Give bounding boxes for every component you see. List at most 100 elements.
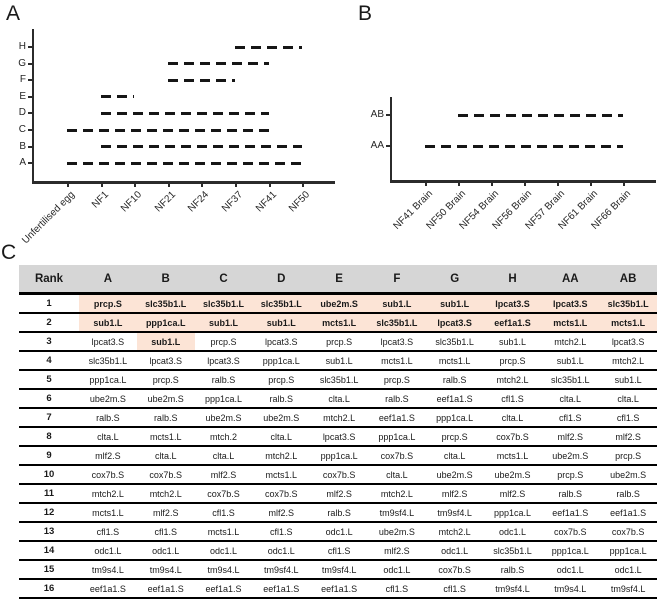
table-cell: cfl1.S (541, 408, 600, 428)
dash-segment (100, 111, 269, 115)
table-cell: mtch2.L (79, 484, 137, 504)
table-cell: tm9sf4.L (310, 560, 368, 580)
table-cell: slc35b1.L (425, 332, 484, 352)
table-row: 14 odc1.L odc1.L odc1.L odc1.L cfl1.S mlf2.S od… (19, 541, 657, 561)
axis-tick (557, 182, 559, 186)
table-cell: slc35b1.L (194, 293, 253, 314)
table-cell: sub1.L (252, 313, 311, 333)
table-cell: ube2m.S (483, 465, 542, 485)
table-cell: cfl1.S (79, 522, 137, 542)
table-row: 16 eef1a1.S eef1a1.S eef1a1.S eef1a1.S eef1a1… (19, 579, 657, 599)
axis-tick (28, 62, 32, 65)
table-cell: clta.L (310, 389, 368, 409)
axis-tick (28, 129, 32, 131)
dash-segment (167, 62, 269, 66)
y-axis (32, 29, 34, 183)
table-cell: mlf2.S (79, 446, 137, 466)
table-cell: ube2m.S (79, 389, 137, 409)
axis-tick (491, 182, 493, 186)
table-cell: mcts1.L (425, 351, 484, 371)
axis-tick (134, 183, 137, 187)
table-row: 1 prcp.S slc35b1.L slc35b1.L slc35b1.L ube2m.… (19, 293, 657, 314)
axis-tick (100, 183, 103, 187)
table-cell: eef1a1.S (194, 579, 253, 599)
table-cell: cox7b.S (425, 560, 484, 580)
table-row: 7 ralb.S ralb.S ube2m.S ube2m.S mtch2.L eef1a1… (19, 408, 657, 428)
table-cell: mlf2.S (367, 541, 426, 561)
table-row: 9 mlf2.S clta.L clta.L mtch2.L ppp1ca.L cox7b.… (19, 446, 657, 466)
table-cell: ube2m.S (425, 465, 484, 485)
table-cell: ppp1ca.L (194, 389, 253, 409)
dash-segment (167, 78, 235, 82)
y-axis-label: G (18, 57, 26, 69)
table-cell: slc35b1.L (483, 541, 542, 561)
rank-table-body: 1 prcp.S slc35b1.L slc35b1.L slc35b1.L ube2m.… (19, 293, 657, 599)
y-axis-label: H (18, 41, 26, 52)
table-cell: ube2m.S (136, 389, 195, 409)
rank-cell: 13 (19, 522, 79, 542)
table-cell: odc1.L (425, 541, 484, 561)
table-cell: mlf2.S (483, 484, 542, 504)
rank-cell: 2 (19, 313, 79, 333)
table-cell: ralb.S (79, 408, 137, 428)
table-cell: odc1.L (136, 541, 195, 561)
table-cell: ppp1ca.L (599, 541, 657, 561)
axis-tick (302, 183, 305, 187)
table-cell: eef1a1.S (252, 579, 311, 599)
table-cell: lpcat3.S (367, 332, 426, 352)
table-cell: odc1.L (599, 560, 657, 580)
y-axis-label: A (19, 157, 26, 169)
table-cell: cox7b.S (252, 484, 311, 504)
y-axis-label: AA (370, 140, 384, 151)
table-cell: tm9sf4.L (599, 579, 657, 599)
table-cell: ube2m.S (252, 408, 311, 428)
table-cell: cox7b.S (541, 522, 600, 542)
table-cell: mlf2.S (194, 465, 253, 485)
table-cell: lpcat3.S (599, 332, 657, 352)
dash-segment (100, 145, 303, 149)
rank-cell: 15 (19, 560, 79, 580)
column-header: G (425, 265, 484, 295)
table-cell: mlf2.S (541, 427, 600, 447)
table-cell: odc1.L (194, 541, 253, 561)
table-cell: mcts1.L (194, 522, 253, 542)
table-cell: cox7b.S (79, 465, 137, 485)
table-cell: tm9s4.L (79, 560, 137, 580)
column-header: C (194, 265, 253, 295)
table-row: 15 tm9s4.L tm9s4.L tm9s4.L tm9sf4.L tm9sf4.L o… (19, 560, 657, 580)
axis-tick (28, 162, 32, 165)
table-cell: tm9s4.L (136, 560, 195, 580)
table-cell: sub1.L (425, 293, 484, 314)
dash-segment (67, 161, 303, 165)
table-cell: mtch2.L (483, 370, 542, 390)
table-cell: eef1a1.S (367, 408, 426, 428)
table-cell: slc35b1.L (79, 351, 137, 371)
axis-tick (67, 183, 69, 187)
table-cell: cox7b.S (599, 522, 657, 542)
table-cell: clta.L (483, 408, 542, 428)
rank-cell: 3 (19, 332, 79, 352)
table-cell: slc35b1.L (136, 293, 195, 314)
table-cell: mtch.2 (194, 427, 253, 447)
table-cell: lpcat3.S (136, 351, 195, 371)
table-cell: sub1.L (79, 313, 137, 333)
axis-tick (386, 114, 390, 116)
dash-segment (100, 95, 135, 99)
table-cell: mcts1.L (483, 446, 542, 466)
column-header: E (310, 265, 368, 295)
table-cell: lpcat3.S (252, 332, 311, 352)
table-cell: cfl1.S (599, 408, 657, 428)
table-cell: cfl1.S (252, 522, 311, 542)
table-cell: sub1.L (367, 293, 426, 314)
rank-cell: 7 (19, 408, 79, 428)
column-header: AB (599, 265, 657, 295)
table-cell: lpcat3.S (425, 313, 484, 333)
table-cell: ralb.S (310, 503, 368, 523)
y-axis-label: F (19, 74, 26, 86)
axis-tick (28, 145, 32, 148)
axis-tick (28, 95, 32, 98)
table-cell: ube2m.S (367, 522, 426, 542)
table-row: 12 mcts1.L mlf2.S cfl1.S mlf2.S ralb.S tm9sf4.… (19, 503, 657, 523)
dash-segment (458, 113, 623, 117)
table-cell: mlf2.S (310, 484, 368, 504)
